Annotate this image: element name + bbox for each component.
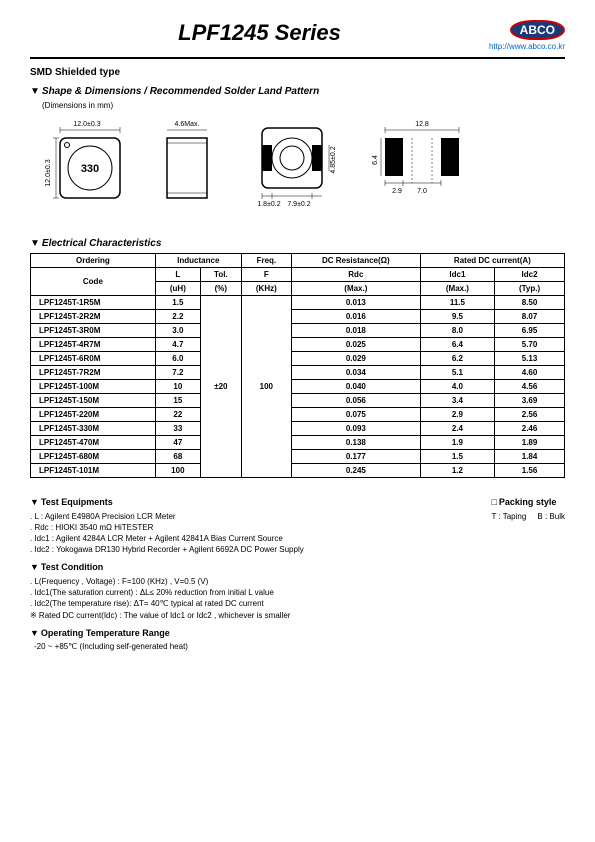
svg-text:2.9: 2.9: [392, 188, 402, 195]
table-row: LPF1245T-101M1000.2451.21.56: [31, 464, 565, 478]
packing-b: B : Bulk: [537, 512, 565, 521]
table-row: LPF1245T-220M220.0752.92.56: [31, 408, 565, 422]
temp-range-text: -20 ~ +85℃ (Including self-generated hea…: [34, 641, 565, 652]
table-row: LPF1245T-150M150.0563.43.69: [31, 394, 565, 408]
table-row: LPF1245T-470M470.1381.91.89: [31, 436, 565, 450]
table-row: LPF1245T-1R5M1.5±201000.01311.58.50: [31, 296, 565, 310]
th-idc1-note: (Max.): [420, 282, 494, 296]
diagrams-container: 12.0±0.3 12.0±0.3 330 4.6Max.: [42, 118, 565, 218]
abco-logo: ABCO: [510, 20, 565, 40]
temp-range-title: Operating Temperature Range: [30, 627, 565, 640]
th-idc2: Idc2: [495, 268, 565, 282]
th-ordering: Ordering: [31, 254, 156, 268]
svg-text:7.9±0.2: 7.9±0.2: [287, 201, 310, 208]
svg-text:7.0: 7.0: [417, 188, 427, 195]
shape-section-header: Shape & Dimensions / Recommended Solder …: [30, 86, 565, 97]
product-type: SMD Shielded type: [30, 67, 565, 78]
page-header: LPF1245 Series ABCO http://www.abco.co.k…: [30, 20, 565, 55]
table-row: LPF1245T-2R2M2.20.0169.58.07: [31, 310, 565, 324]
svg-text:330: 330: [81, 163, 99, 175]
th-code: Code: [31, 268, 156, 296]
th-rdc-note: (Max.): [291, 282, 420, 296]
th-inductance: Inductance: [155, 254, 241, 268]
company-url: http://www.abco.co.kr: [489, 42, 565, 51]
th-rdc: Rdc: [291, 268, 420, 282]
th-dcr: DC Resistance(Ω): [291, 254, 420, 268]
svg-text:4.6Max.: 4.6Max.: [175, 121, 200, 128]
svg-text:12.8: 12.8: [415, 121, 429, 128]
table-row: LPF1245T-330M330.0932.42.46: [31, 422, 565, 436]
table-row: LPF1245T-100M100.0404.04.56: [31, 380, 565, 394]
land-pattern-diagram: 12.8 6.4 2.9 7.0: [367, 118, 477, 208]
th-freq: Freq.: [241, 254, 291, 268]
dimensions-note: (Dimensions in mm): [42, 101, 565, 110]
test-cond-lines: . L(Frequency , Voltage) : F=100 (KHz) ,…: [30, 576, 565, 621]
bottom-view-diagram: 4.85±0.2 1.8±0.2 7.9±0.2: [247, 118, 347, 218]
packing-t: T : Taping: [491, 512, 526, 521]
test-cond-title: Test Condition: [30, 561, 565, 574]
svg-text:1.8±0.2: 1.8±0.2: [257, 201, 280, 208]
page-title: LPF1245 Series: [30, 20, 489, 46]
table-row: LPF1245T-4R7M4.70.0256.45.70: [31, 338, 565, 352]
test-equip-title: Test Equipments: [30, 496, 304, 509]
table-row: LPF1245T-680M680.1771.51.84: [31, 450, 565, 464]
table-row: LPF1245T-6R0M6.00.0296.25.13: [31, 352, 565, 366]
th-f-unit: (KHz): [241, 282, 291, 296]
top-view-diagram: 12.0±0.3 12.0±0.3 330: [42, 118, 137, 208]
th-idc1: Idc1: [420, 268, 494, 282]
th-tol-unit: (%): [200, 282, 241, 296]
th-rated: Rated DC current(A): [420, 254, 564, 268]
th-tol: Tol.: [200, 268, 241, 282]
logo-area: ABCO http://www.abco.co.kr: [489, 20, 565, 51]
spec-table: Ordering Inductance Freq. DC Resistance(…: [30, 253, 565, 478]
side-view-diagram: 4.6Max.: [157, 118, 227, 208]
svg-text:6.4: 6.4: [372, 155, 379, 165]
table-row: LPF1245T-3R0M3.00.0188.06.95: [31, 324, 565, 338]
th-l: L: [155, 268, 200, 282]
table-row: LPF1245T-7R2M7.20.0345.14.60: [31, 366, 565, 380]
header-divider: [30, 57, 565, 59]
th-idc2-note: (Typ.): [495, 282, 565, 296]
elec-section-header: Electrical Characteristics: [30, 238, 565, 249]
test-equip-lines: . L : Agilent E4980A Precision LCR Meter…: [30, 511, 304, 556]
svg-text:12.0±0.3: 12.0±0.3: [45, 159, 52, 186]
th-f: F: [241, 268, 291, 282]
svg-text:4.85±0.2: 4.85±0.2: [330, 146, 337, 173]
th-l-unit: (uH): [155, 282, 200, 296]
packing-title: Packing style: [491, 496, 565, 509]
svg-text:12.0±0.3: 12.0±0.3: [73, 121, 100, 128]
